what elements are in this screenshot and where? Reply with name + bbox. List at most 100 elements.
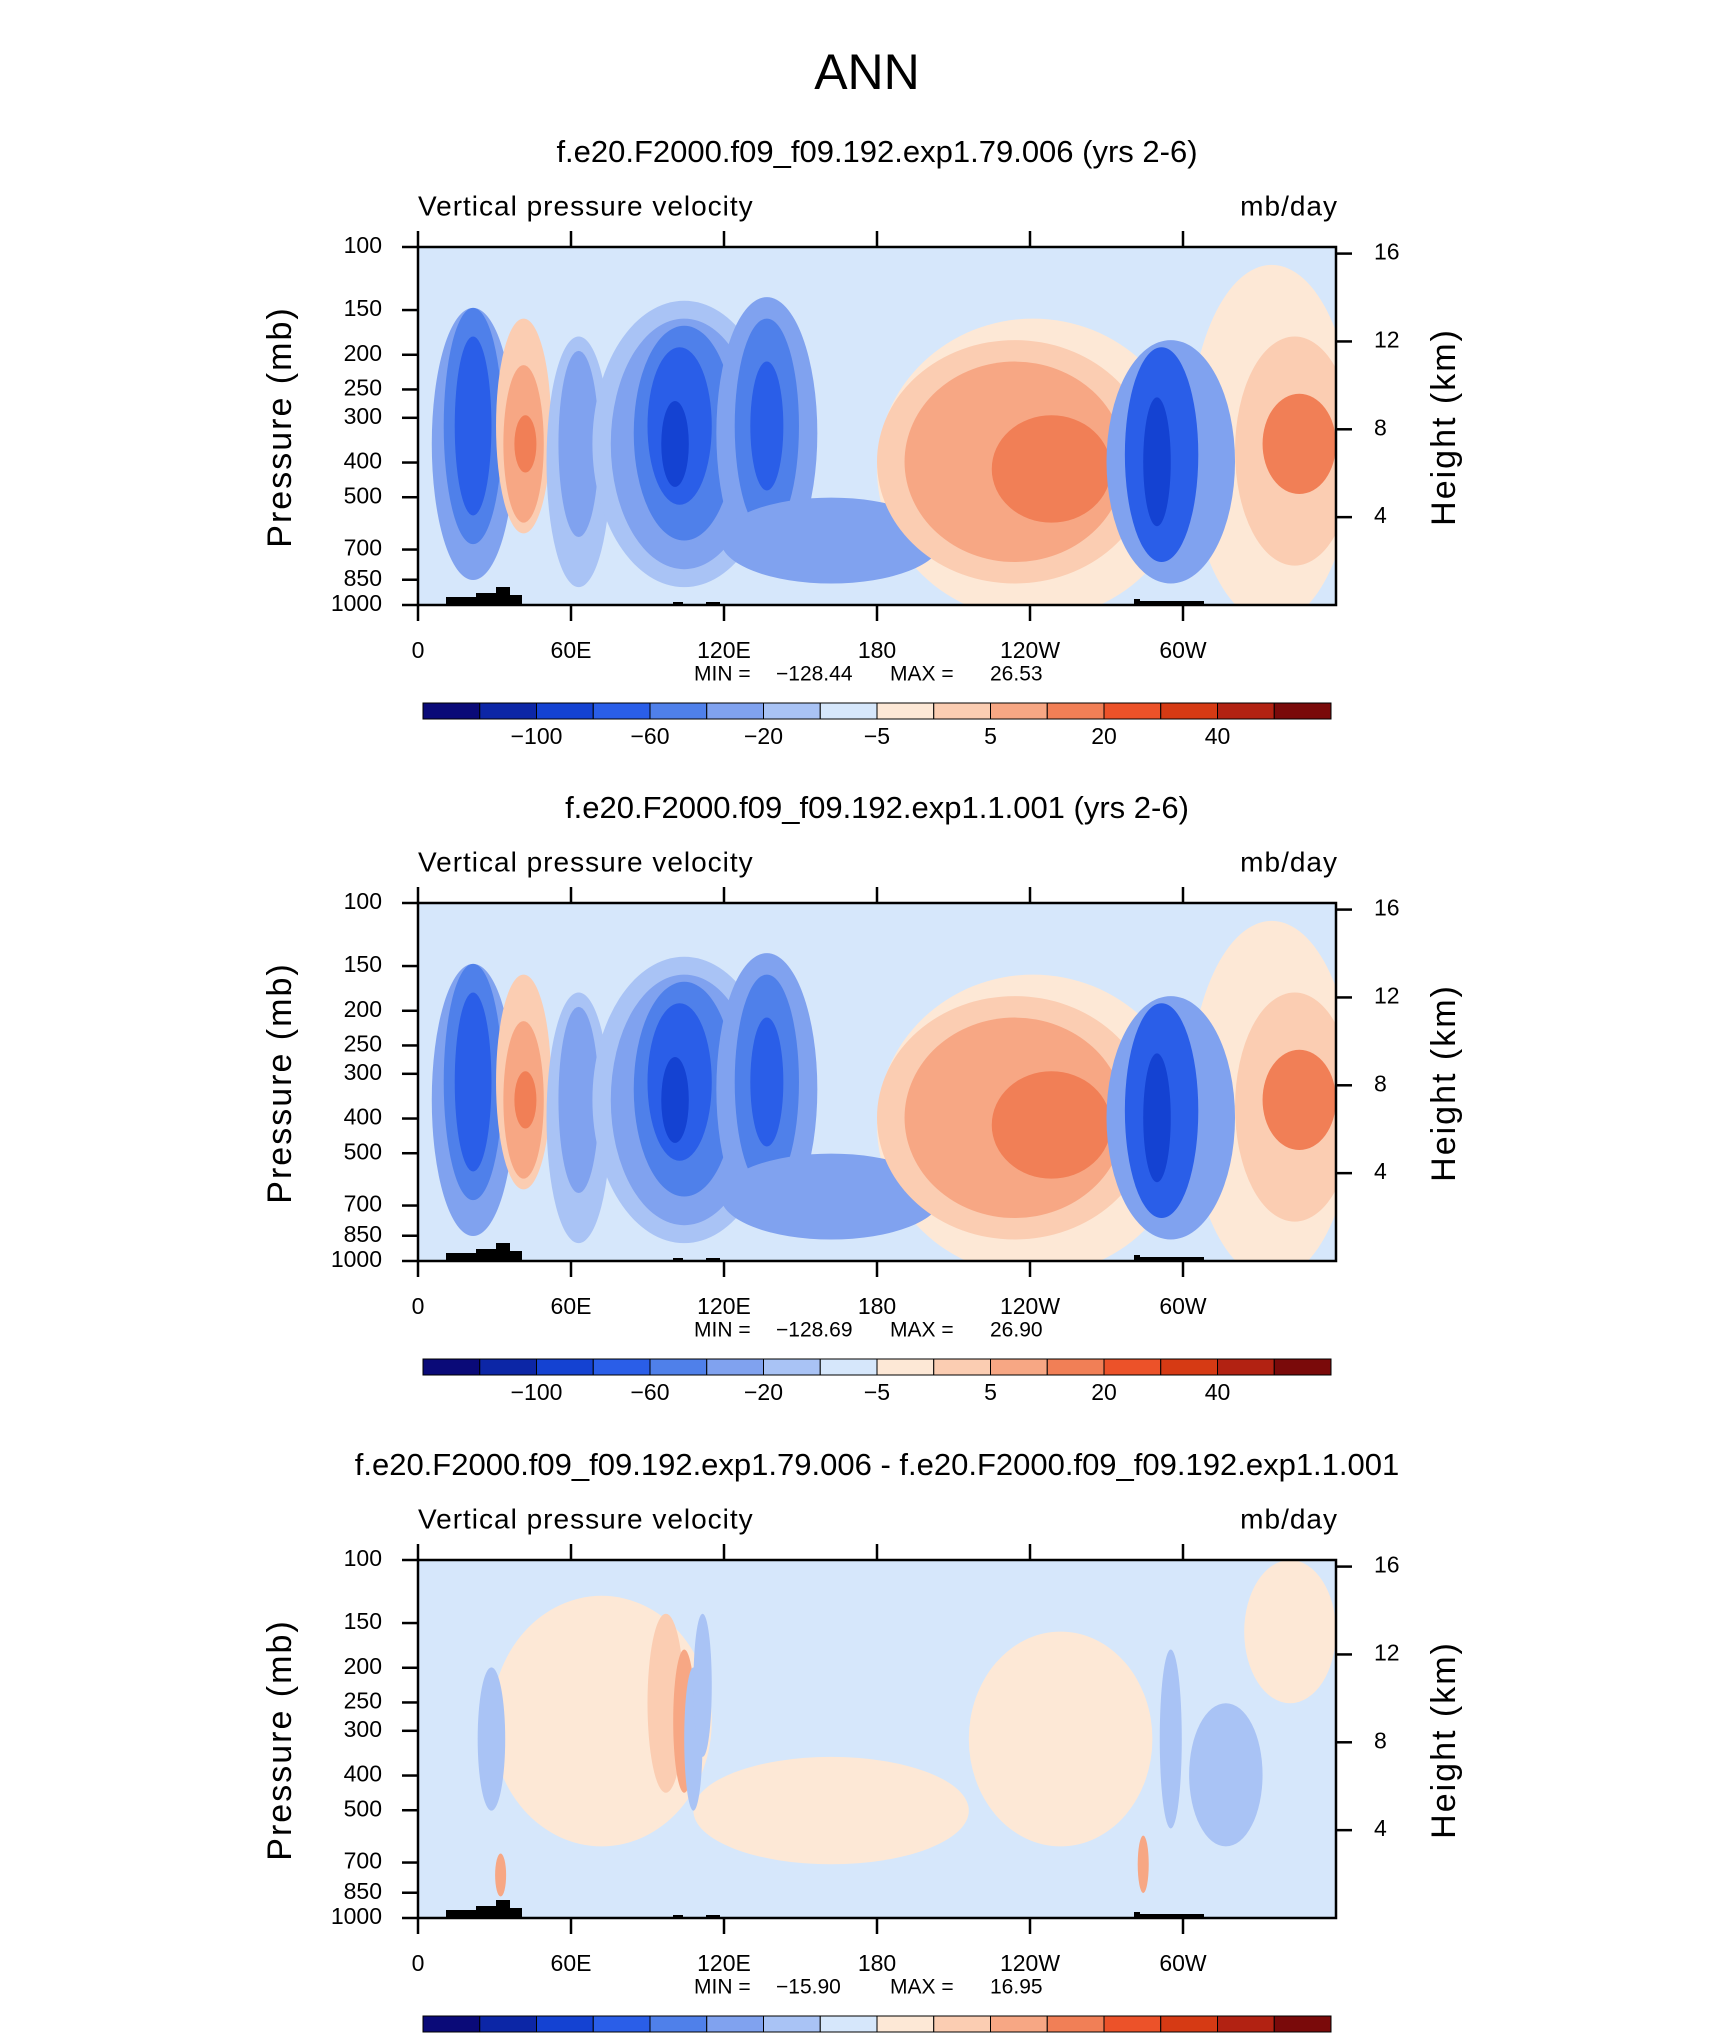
y-tick-label: 500 [344,1138,382,1164]
y-tick-label: 400 [344,448,382,474]
colorbar-box [990,2015,1048,2033]
topography [446,1900,1204,1918]
min-value: −15.90 [776,1976,841,1999]
colorbar-box [876,702,935,720]
y-tick-label: 100 [344,888,382,914]
colorbar-label: −5 [864,1379,890,1405]
x-tick-label: 60E [551,1293,592,1319]
colorbar-label: −5 [864,723,890,749]
y-tick-label: 400 [344,1761,382,1787]
y2-axis-title: Height (km) [1425,984,1463,1182]
colorbar-box [819,702,878,720]
y2-tick-label: 8 [1374,414,1387,440]
y-axis-title: Pressure (mb) [261,1619,299,1860]
colorbar-box [479,1358,537,1376]
contour-region [454,992,492,1172]
max-value: 26.53 [990,663,1043,686]
colorbar-box [649,2015,708,2033]
y-tick-label: 300 [344,1059,382,1085]
contour-field [418,1560,1336,1918]
contour-region [991,1071,1112,1179]
contour-region [720,497,942,584]
max-value: 16.95 [990,1976,1043,1999]
min-label: MIN = [694,1319,751,1342]
colorbar-label: −20 [744,1379,783,1405]
y-tick-label: 700 [344,1848,382,1874]
x-tick-label: 60W [1159,1950,1207,1976]
contour-region [514,1071,537,1129]
y2-tick-label: 12 [1374,1640,1400,1666]
y2-axis-title: Height (km) [1425,328,1463,526]
colorbar-box [649,702,708,720]
y-tick-label: 250 [344,375,382,401]
contour-region [1262,393,1336,495]
colorbar-box [1273,702,1332,720]
x-tick-label: 60W [1159,1293,1207,1319]
contour-region [1189,1703,1263,1847]
contour-region [495,1853,507,1897]
colorbar-box [422,702,481,720]
colorbar-box [706,702,764,720]
colorbar-box [1160,1358,1218,1376]
contour-region [558,350,599,537]
y-axis-title: Pressure (mb) [261,306,299,547]
y-tick-label: 250 [344,1688,382,1714]
y2-tick-label: 4 [1374,1158,1387,1184]
y2-tick-label: 16 [1374,1552,1400,1578]
min-value: −128.44 [776,663,853,686]
x-tick-label: 180 [858,637,896,663]
colorbar-box [1217,702,1275,720]
x-tick-label: 60W [1159,637,1207,663]
contour-region [693,1613,712,1757]
colorbar-label: −20 [744,723,783,749]
y2-tick-label: 12 [1374,983,1400,1009]
colorbar-box [1046,1358,1105,1376]
x-tick-label: 0 [412,1293,425,1319]
topography [446,587,1204,605]
x-tick-label: 180 [858,1293,896,1319]
colorbar-box [763,1358,821,1376]
colorbar-box [1046,702,1105,720]
colorbar-box [933,1358,991,1376]
min-label: MIN = [694,663,751,686]
colorbar-label: 40 [1205,1379,1231,1405]
contour-region [1137,1835,1149,1893]
x-tick-label: 120E [697,637,751,663]
colorbar-box [876,2015,935,2033]
y-tick-label: 100 [344,232,382,258]
y-tick-label: 850 [344,1878,382,1904]
contour-region [750,361,784,491]
panel-title: f.e20.F2000.f09_f09.192.exp1.79.006 - f.… [355,1447,1400,1482]
y-tick-label: 500 [344,482,382,508]
y2-tick-label: 16 [1374,895,1400,921]
colorbar-box [592,2015,651,2033]
contour-region [1159,1649,1182,1829]
colorbar-label: 40 [1205,723,1231,749]
x-tick-label: 60E [551,1950,592,1976]
x-tick-label: 120W [1000,1950,1060,1976]
contour-region [514,415,537,473]
contour-region [1143,1053,1171,1183]
colorbar-box [819,1358,878,1376]
contour-region [661,400,689,487]
contour-region [1262,1049,1336,1151]
y-tick-label: 150 [344,951,382,977]
right-label: mb/day [1240,1503,1338,1534]
colorbar-box [1103,1358,1162,1376]
colorbar-label: 20 [1091,723,1117,749]
colorbar-box [592,702,651,720]
y2-tick-label: 4 [1374,1815,1387,1841]
min-value: −128.69 [776,1319,853,1342]
colorbar-box [990,1358,1048,1376]
colorbar-box [1273,1358,1332,1376]
panel-title: f.e20.F2000.f09_f09.192.exp1.79.006 (yrs… [556,134,1197,169]
right-label: mb/day [1240,846,1338,877]
y2-tick-label: 12 [1374,327,1400,353]
y-tick-label: 100 [344,1545,382,1571]
y2-tick-label: 4 [1374,502,1387,528]
colorbar-label: 5 [984,1379,997,1405]
y-tick-label: 400 [344,1104,382,1130]
colorbar-box [479,702,537,720]
colorbar-box [592,1358,651,1376]
